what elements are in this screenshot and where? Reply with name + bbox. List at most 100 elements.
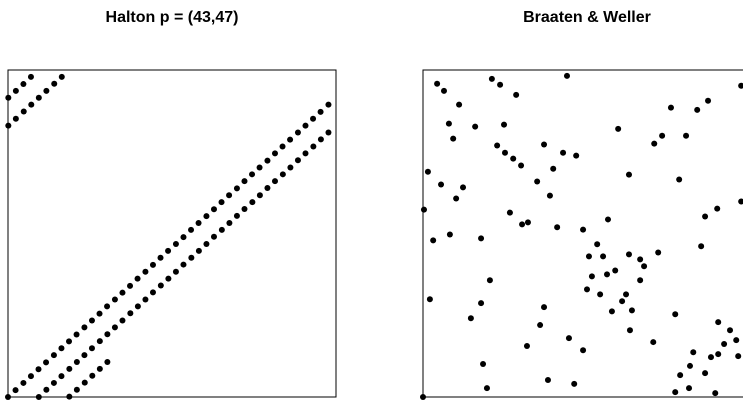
point xyxy=(612,267,619,274)
point xyxy=(96,338,103,345)
chart-title: Braaten & Weller xyxy=(523,9,651,26)
point xyxy=(597,291,604,298)
point xyxy=(667,104,674,111)
point xyxy=(676,176,683,183)
point xyxy=(165,247,172,254)
point xyxy=(580,347,587,354)
point xyxy=(172,268,179,275)
point xyxy=(694,106,701,113)
point xyxy=(310,143,317,150)
point xyxy=(88,345,95,352)
point xyxy=(96,365,103,372)
point xyxy=(510,155,517,162)
point xyxy=(733,337,740,344)
point xyxy=(502,149,508,156)
point xyxy=(58,73,65,80)
point xyxy=(294,129,301,136)
point xyxy=(683,132,690,139)
point xyxy=(149,289,156,296)
point xyxy=(188,226,195,233)
point xyxy=(651,140,658,147)
point xyxy=(279,171,286,178)
point xyxy=(20,81,27,88)
point xyxy=(497,81,504,88)
point xyxy=(195,247,202,254)
point xyxy=(523,342,530,349)
plot-frame xyxy=(422,69,743,398)
point xyxy=(165,275,172,282)
point xyxy=(641,263,648,270)
point xyxy=(460,184,467,191)
point xyxy=(628,307,635,314)
point xyxy=(467,315,474,322)
point xyxy=(518,162,525,169)
point xyxy=(111,324,118,331)
point xyxy=(203,240,210,247)
point xyxy=(488,75,495,82)
point xyxy=(89,372,96,379)
point xyxy=(440,87,447,94)
point xyxy=(302,150,309,157)
point xyxy=(494,142,501,149)
point xyxy=(287,164,294,171)
point xyxy=(715,319,722,326)
point xyxy=(233,212,240,219)
point xyxy=(727,327,734,334)
point xyxy=(271,150,278,157)
point xyxy=(690,349,697,356)
point xyxy=(28,101,35,108)
point xyxy=(249,199,256,206)
point xyxy=(81,379,88,386)
point xyxy=(218,226,225,233)
point xyxy=(430,237,437,244)
point xyxy=(180,234,187,241)
point xyxy=(302,122,309,129)
point xyxy=(480,360,487,367)
point xyxy=(203,213,210,220)
point xyxy=(172,240,179,247)
point xyxy=(317,136,324,143)
point xyxy=(619,298,626,305)
point xyxy=(256,192,263,199)
point xyxy=(686,362,693,369)
point xyxy=(43,386,50,393)
point xyxy=(519,221,526,228)
point xyxy=(104,331,111,338)
point xyxy=(96,310,103,317)
point xyxy=(5,394,11,400)
point xyxy=(256,164,263,171)
chart-title: Halton p = (43,47) xyxy=(106,9,239,26)
point xyxy=(655,249,662,256)
point xyxy=(420,394,426,400)
point xyxy=(615,125,622,132)
point xyxy=(35,366,42,373)
point xyxy=(58,345,65,352)
point xyxy=(127,282,134,289)
point xyxy=(594,241,601,248)
point xyxy=(604,216,611,223)
point xyxy=(506,209,513,216)
point xyxy=(571,380,578,387)
point xyxy=(659,132,666,139)
point xyxy=(483,385,490,392)
point xyxy=(588,273,595,280)
point xyxy=(637,256,644,263)
point xyxy=(180,261,187,268)
point xyxy=(325,129,332,136)
point xyxy=(233,185,240,192)
point xyxy=(134,303,141,310)
point xyxy=(600,253,607,260)
point xyxy=(279,143,286,150)
point xyxy=(537,322,544,329)
point xyxy=(672,389,679,396)
plot-frame xyxy=(7,69,337,398)
point xyxy=(420,206,427,213)
point xyxy=(573,152,580,159)
point xyxy=(51,80,58,87)
point xyxy=(686,385,693,392)
point xyxy=(325,101,332,108)
point xyxy=(738,82,743,89)
point xyxy=(563,72,570,79)
point xyxy=(35,394,42,400)
point xyxy=(271,178,278,185)
